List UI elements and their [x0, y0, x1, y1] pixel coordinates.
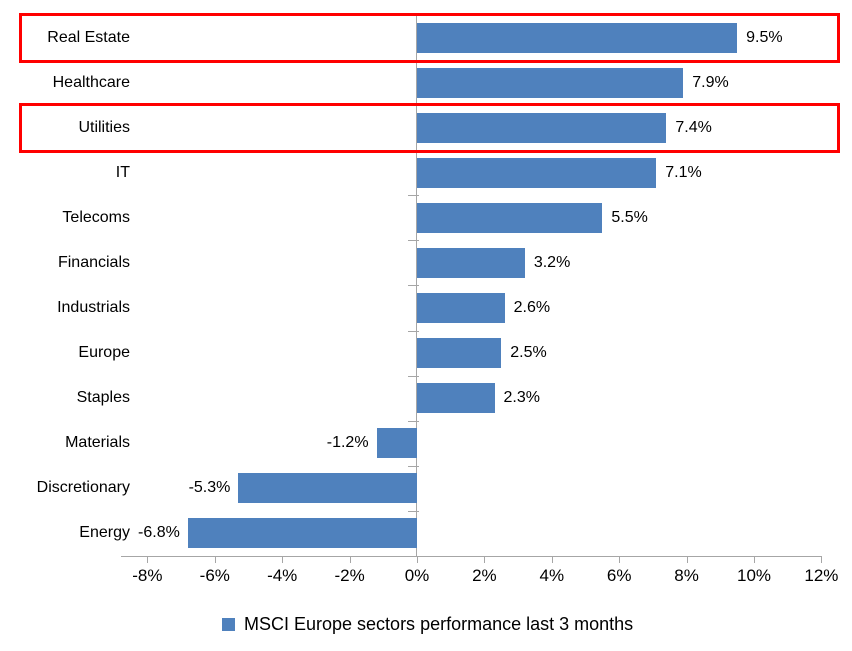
x-axis-tick-label: 8% — [674, 566, 699, 585]
category-tick — [408, 285, 419, 287]
x-axis-tick-label: 10% — [736, 566, 772, 585]
x-axis-tick — [349, 557, 351, 563]
category-tick — [408, 195, 419, 197]
x-axis-tick-label: 6% — [606, 566, 632, 585]
x-axis-tick — [282, 557, 284, 563]
bar-real-estate — [417, 22, 738, 53]
value-label: 2.6% — [513, 299, 551, 317]
legend-marker-icon — [222, 617, 235, 631]
bar-telecoms — [417, 202, 603, 233]
bar-materials — [376, 428, 417, 459]
category-label: Telecoms — [62, 208, 130, 226]
bar-utilities — [417, 112, 667, 143]
category-label: Staples — [76, 389, 130, 407]
highlight-box-real-estate — [19, 12, 840, 63]
category-tick — [408, 465, 419, 467]
x-axis-tick-label: -8% — [132, 566, 163, 585]
x-axis-tick — [551, 557, 553, 563]
x-axis-tick — [619, 557, 621, 563]
legend: MSCI Europe sectors performance last 3 m… — [222, 611, 633, 637]
x-axis-tick — [417, 557, 418, 563]
bar-discretionary — [238, 473, 417, 504]
category-label: Financials — [57, 253, 130, 271]
x-axis-tick-label: -4% — [267, 566, 298, 585]
value-label: 9.5% — [746, 28, 783, 46]
category-label: Utilities — [78, 118, 130, 136]
bar-financials — [417, 247, 525, 278]
bar-europe — [417, 338, 502, 369]
x-axis-tick-label: 2% — [472, 566, 497, 585]
bar-healthcare — [417, 67, 684, 98]
value-label: -6.8% — [138, 524, 180, 542]
category-label: Energy — [79, 524, 130, 542]
bar-staples — [417, 383, 495, 414]
x-axis-tick — [686, 557, 688, 563]
bar-energy — [187, 518, 417, 549]
bar-it — [417, 157, 657, 188]
value-label: -1.2% — [326, 434, 369, 452]
highlight-box-utilities — [19, 102, 840, 153]
value-label: 2.5% — [510, 344, 547, 362]
category-tick — [408, 555, 419, 557]
value-label: 3.2% — [533, 253, 571, 271]
x-axis-tick — [147, 557, 149, 563]
value-label: -5.3% — [188, 479, 231, 497]
category-label: Industrials — [57, 299, 130, 317]
value-label: 7.4% — [675, 118, 712, 136]
value-label: 5.5% — [611, 208, 648, 226]
category-tick — [408, 330, 419, 332]
bar-industrials — [417, 293, 505, 324]
x-axis-tick-label: -2% — [334, 566, 365, 585]
legend-label: MSCI Europe sectors performance last 3 m… — [244, 614, 634, 634]
x-axis-tick-label: 0% — [404, 566, 430, 585]
category-label: Discretionary — [36, 479, 130, 497]
x-axis-tick — [821, 557, 823, 563]
category-label: IT — [115, 163, 130, 181]
x-axis-tick — [754, 557, 755, 563]
category-label: Real Estate — [47, 28, 130, 46]
category-tick — [408, 510, 419, 512]
value-label: 2.3% — [503, 389, 540, 407]
x-axis-tick-label: 4% — [539, 566, 565, 585]
category-label: Healthcare — [52, 73, 130, 91]
x-axis-line — [121, 556, 822, 557]
category-label: Europe — [78, 344, 130, 362]
value-label: 7.9% — [692, 73, 729, 91]
category-tick — [408, 240, 419, 242]
category-tick — [408, 375, 419, 377]
category-tick — [408, 420, 419, 422]
x-axis-tick-label: -6% — [199, 566, 230, 585]
x-axis-tick-label: 12% — [804, 566, 839, 585]
x-axis-tick — [484, 557, 486, 563]
value-label: 7.1% — [665, 163, 702, 181]
category-label: Materials — [65, 434, 130, 452]
x-axis-tick — [214, 557, 216, 563]
